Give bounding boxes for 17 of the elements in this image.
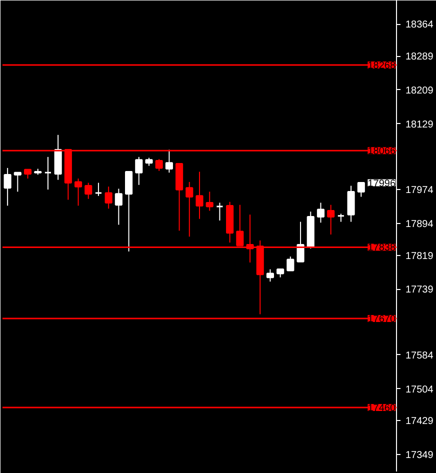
y-tick-label: 17894 bbox=[406, 218, 434, 230]
y-tick-label: 18289 bbox=[406, 52, 434, 63]
y-tick-label: 17584 bbox=[406, 350, 434, 362]
y-tick-label: 17819 bbox=[406, 250, 434, 262]
y-tick-label: 18129 bbox=[406, 119, 434, 130]
ref-line-label: 18268 bbox=[368, 60, 396, 72]
y-tick-label: 17349 bbox=[406, 450, 434, 462]
y-tick-label: 18364 bbox=[406, 20, 434, 31]
ref-line-label: 17460 bbox=[368, 402, 396, 414]
y-tick-label: 18209 bbox=[406, 85, 434, 96]
y-tick-label: 17504 bbox=[406, 384, 434, 396]
ref-line-label: 17670 bbox=[368, 314, 396, 325]
y-tick-label: 17974 bbox=[406, 185, 434, 196]
y-tick-label: 17429 bbox=[406, 416, 434, 428]
text: 17996 bbox=[368, 178, 396, 190]
y-tick-label: 17739 bbox=[406, 284, 434, 296]
ref-line-label: 17838 bbox=[368, 242, 396, 254]
